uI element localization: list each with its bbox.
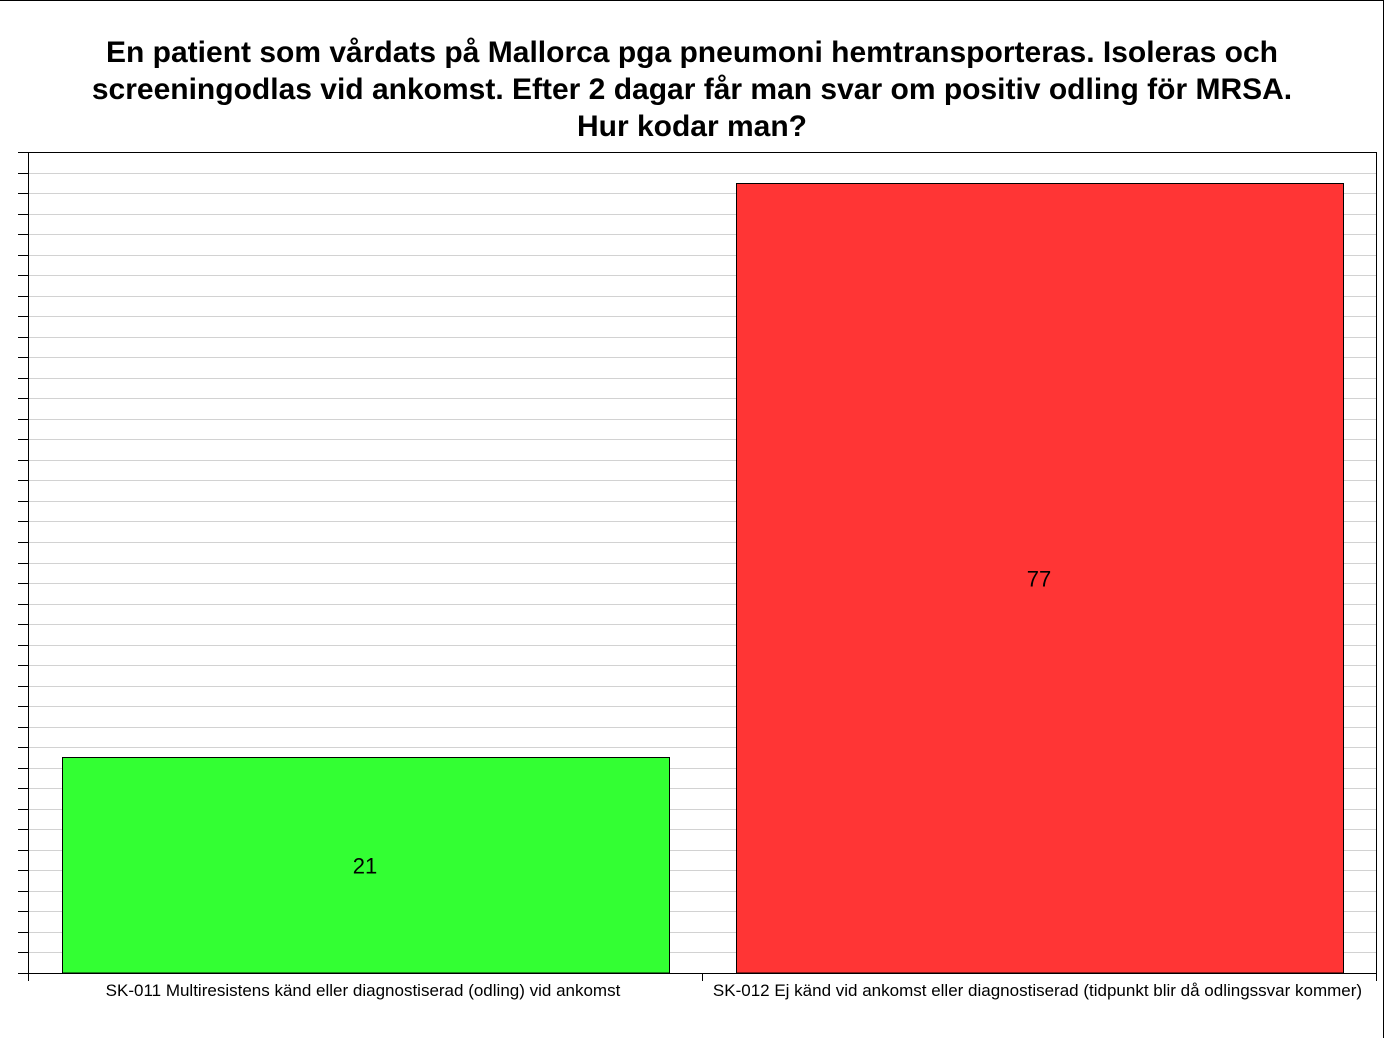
bar-1 xyxy=(62,757,670,974)
data-label-bar-2: 77 xyxy=(1027,566,1051,591)
bar-2 xyxy=(736,183,1344,974)
chart-title-line-2: screeningodlas vid ankomst. Efter 2 daga… xyxy=(91,73,1293,106)
data-label-bar-1: 21 xyxy=(353,853,377,878)
chart-title: En patient som vårdats på Mallorca pga p… xyxy=(0,34,1384,145)
x-tick-label-sk-012: SK-012 Ej känd vid ankomst eller diagnos… xyxy=(712,981,1363,1000)
x-tick-label-sk-011: SK-011 Multiresistens känd eller diagnos… xyxy=(105,981,621,1000)
chart-title-line-3: Hur kodar man? xyxy=(576,110,808,143)
chart-title-line-1: En patient som vårdats på Mallorca pga p… xyxy=(106,36,1278,69)
